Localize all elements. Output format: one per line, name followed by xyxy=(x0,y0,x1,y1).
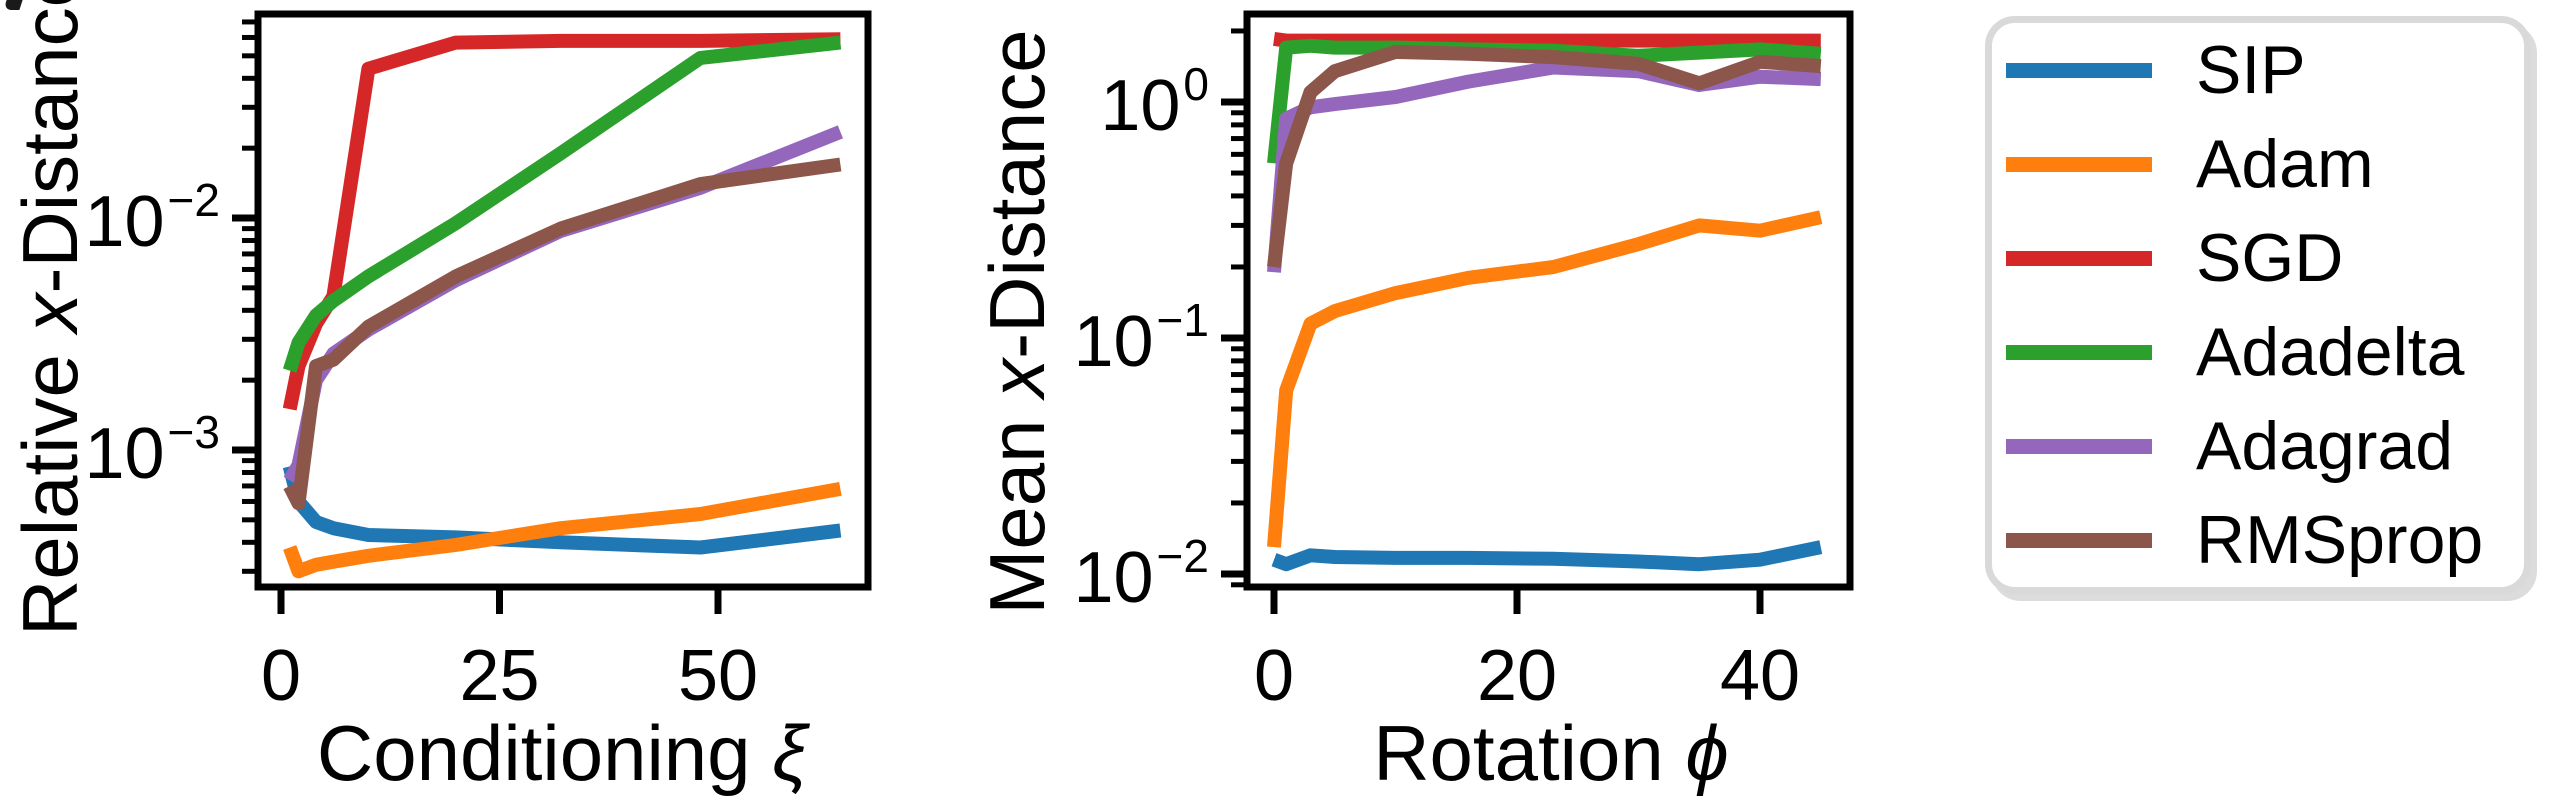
series-line-rmsprop xyxy=(1267,44,1822,268)
legend-item-adagrad: Adagrad xyxy=(1992,399,2524,493)
series-line-adadelta xyxy=(283,35,842,373)
series-line-sgd xyxy=(1273,31,1821,48)
x-symbol: x xyxy=(973,358,1061,398)
series-line-sip xyxy=(282,464,842,555)
legend: SIP Adam SGD Adadelta Adagrad RMSprop xyxy=(1985,16,2531,594)
series-line-adagrad xyxy=(283,125,843,484)
series-line-rmsprop xyxy=(283,157,842,511)
legend-label: Adam xyxy=(2196,126,2374,202)
x-tick-label: 25 xyxy=(459,636,540,716)
legend-swatch-sgd xyxy=(2006,250,2152,266)
legend-label: RMSprop xyxy=(2196,502,2484,578)
exponent: −3 xyxy=(167,406,220,458)
x-tick-label: 50 xyxy=(677,636,759,716)
y-tick-label: 10−3 xyxy=(84,406,220,494)
x-axis-label-rotation: Rotation ϕ xyxy=(1373,714,1729,792)
y-axis-label-text: Relative xyxy=(6,332,94,636)
x-symbol: x xyxy=(6,293,94,333)
x-axis-label-text: Rotation xyxy=(1373,709,1686,797)
series-line-sip xyxy=(1271,540,1823,572)
legend-item-adam: Adam xyxy=(1992,117,2524,211)
axes-frame xyxy=(1243,10,1854,591)
x-axis-label-conditioning: Conditioning ξ xyxy=(317,714,807,792)
y-axis-label-text: -Distance xyxy=(6,0,94,294)
series-line-adagrad xyxy=(1267,60,1822,273)
legend-swatch-adam xyxy=(2006,156,2152,172)
legend-swatch-adagrad xyxy=(2006,438,2152,454)
legend-swatch-sip xyxy=(2006,62,2152,78)
y-axis-label-relative-distance: Relative x-Distance xyxy=(6,0,94,636)
x-axis-label-text: Conditioning xyxy=(316,709,773,797)
series-line-adam xyxy=(1267,210,1823,548)
exponent: −2 xyxy=(167,174,220,226)
x-tick-label: 20 xyxy=(1476,636,1558,716)
legend-swatch-adadelta xyxy=(2006,344,2152,360)
legend-label: SIP xyxy=(2196,32,2306,108)
x-tick-label: 0 xyxy=(260,636,302,716)
y-axis-label-text: Mean xyxy=(973,397,1061,615)
y-tick-label: 10−1 xyxy=(1073,294,1209,382)
y-tick-label: 10−2 xyxy=(84,174,220,262)
y-axis-label-text: -Distance xyxy=(973,29,1061,359)
legend-label: Adadelta xyxy=(2196,314,2465,390)
series-line-sgd xyxy=(282,32,841,411)
exponent: −1 xyxy=(1156,294,1209,346)
legend-item-adadelta: Adadelta xyxy=(1992,305,2524,399)
legend-label: SGD xyxy=(2196,220,2344,296)
legend-item-sgd: SGD xyxy=(1992,211,2524,305)
legend-item-rmsprop: RMSprop xyxy=(1992,493,2524,587)
y-tick-label: 10−2 xyxy=(1073,530,1209,618)
x-tick-label: 40 xyxy=(1719,636,1801,716)
y-tick-label: 100 xyxy=(1100,58,1209,146)
exponent: 0 xyxy=(1183,58,1209,110)
phi-symbol: ϕ xyxy=(1685,709,1729,797)
axes-frame xyxy=(254,10,872,591)
y-axis-label-mean-distance: Mean x-Distance xyxy=(973,29,1061,614)
exponent: −2 xyxy=(1156,530,1209,582)
legend-label: Adagrad xyxy=(2196,408,2454,484)
legend-swatch-rmsprop xyxy=(2006,532,2152,548)
x-tick-label: 0 xyxy=(1253,636,1295,716)
xi-symbol: ξ xyxy=(772,709,808,797)
series-line-adam xyxy=(283,482,842,579)
legend-item-sip: SIP xyxy=(1992,23,2524,117)
